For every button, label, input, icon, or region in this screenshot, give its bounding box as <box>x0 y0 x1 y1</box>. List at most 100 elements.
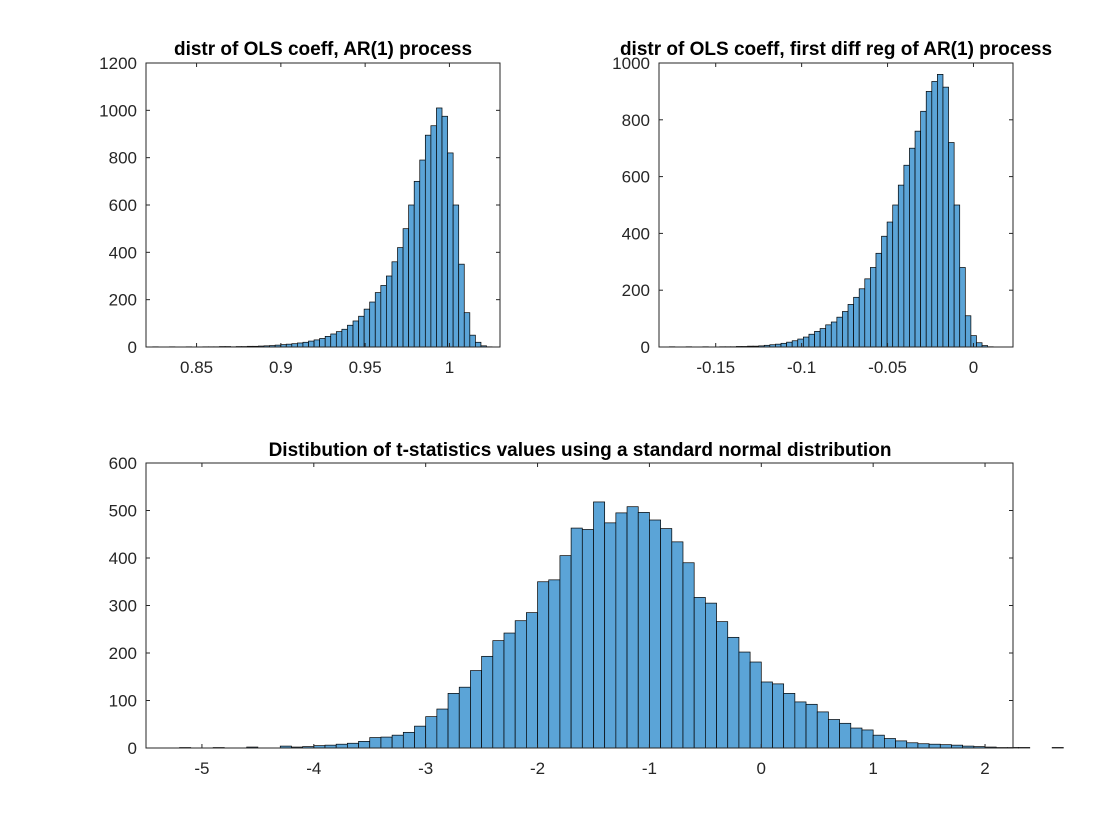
histogram-bar <box>626 506 639 749</box>
histogram-bar <box>352 320 359 348</box>
histogram-bar <box>297 342 304 348</box>
histogram-bar <box>909 147 916 348</box>
histogram-bar <box>872 734 885 749</box>
histogram-bar <box>319 338 326 348</box>
histogram-bar <box>313 339 320 348</box>
y-tick-label: 800 <box>109 149 137 168</box>
histogram-bar <box>816 711 829 749</box>
x-tick-label: -0.05 <box>868 358 907 377</box>
histogram-bar <box>914 130 921 348</box>
histogram-bar <box>436 708 449 749</box>
x-tick-label: 0 <box>969 358 978 377</box>
y-tick-label: 400 <box>109 243 137 262</box>
histogram-bar <box>660 528 673 749</box>
histogram-bar <box>302 341 309 348</box>
y-tick-label: 1000 <box>99 101 137 120</box>
histogram-bar <box>716 621 729 749</box>
histogram-bar <box>419 159 426 348</box>
histogram-bar <box>897 184 905 348</box>
y-tick-label: 400 <box>109 549 137 568</box>
histogram-bar <box>537 581 550 749</box>
x-tick-label: -0.1 <box>787 358 816 377</box>
x-tick-label: -4 <box>306 759 321 778</box>
histogram-bar <box>463 312 471 348</box>
histogram-bar <box>391 734 404 749</box>
histogram-bar <box>436 107 443 348</box>
histogram-bar <box>637 512 650 749</box>
histogram-bar <box>861 729 874 749</box>
histogram-bar <box>738 651 751 749</box>
histogram-bar <box>786 341 793 348</box>
histogram-bar <box>492 640 505 749</box>
histogram-bar <box>374 292 382 348</box>
histogram-bar <box>886 221 894 348</box>
y-tick-label: 800 <box>622 111 650 130</box>
histogram-bar <box>559 555 572 749</box>
y-tick-label: 600 <box>622 168 650 187</box>
histogram-bar <box>425 716 438 749</box>
histogram-bar <box>959 267 966 348</box>
histogram-bar <box>649 519 661 749</box>
histogram-bar <box>693 597 706 749</box>
histogram-bar <box>380 736 393 749</box>
histogram-bar <box>402 731 415 749</box>
histogram-bar <box>780 342 787 348</box>
histogram-bar <box>380 285 387 348</box>
histogram-bar <box>883 738 896 749</box>
histogram-bar <box>358 315 365 348</box>
x-tick-label: 1 <box>445 358 454 377</box>
histogram-bar <box>424 134 432 348</box>
histogram-bar <box>842 311 849 348</box>
histogram-bar <box>548 579 561 749</box>
histogram-bar <box>976 342 983 348</box>
histogram-bar <box>458 263 465 348</box>
y-tick-label: 200 <box>622 281 650 300</box>
x-tick-label: -2 <box>530 759 545 778</box>
histogram-bar <box>892 204 899 348</box>
histogram-bar <box>772 683 785 749</box>
histogram-bar <box>727 636 740 749</box>
histogram-bar <box>917 743 930 749</box>
histogram-bar <box>937 74 944 348</box>
histogram-bar <box>414 725 427 749</box>
histogram-bar <box>953 204 961 348</box>
y-tick-label: 400 <box>622 224 650 243</box>
histogram-bar <box>805 703 818 749</box>
axes-box <box>658 62 1014 348</box>
histogram-bar <box>408 204 415 348</box>
chart-ols-coeff-ar1: distr of OLS coeff, AR(1) process 0.85 0.… <box>99 39 501 377</box>
histogram-bar <box>828 719 840 749</box>
histogram-bar <box>369 737 382 749</box>
histogram-bar <box>514 620 527 749</box>
histogram-bar <box>850 727 863 749</box>
histogram-bar <box>615 512 628 749</box>
chart-title: distr of OLS coeff, first diff reg of AR… <box>620 39 1052 60</box>
histogram-bar <box>870 267 877 348</box>
histogram-bar <box>581 529 594 749</box>
histogram-bar <box>847 304 854 348</box>
histogram-bar <box>814 331 821 348</box>
histogram-bar <box>783 693 796 749</box>
y-tick-label: 600 <box>109 454 137 473</box>
histogram-bar <box>347 324 354 348</box>
histogram-bar <box>413 180 421 348</box>
histogram-bar <box>964 315 972 348</box>
histogram-bar <box>760 681 773 749</box>
y-tick-label: 500 <box>109 502 137 521</box>
histogram-bar <box>604 522 617 749</box>
y-tick-label: 0 <box>128 338 137 357</box>
chart-title: Distibution of t-statistics values using… <box>269 440 892 461</box>
x-tick-label: -0.15 <box>696 358 735 377</box>
y-tick-label: 100 <box>109 692 137 711</box>
histogram-bar <box>330 333 337 348</box>
histogram-bar <box>925 91 933 348</box>
y-tick-label: 0 <box>641 338 650 357</box>
histogram-bar <box>324 336 332 348</box>
histogram-bar <box>928 743 941 749</box>
histogram-bar <box>441 115 448 348</box>
histogram-bar <box>797 338 804 348</box>
histogram-bar <box>391 261 398 348</box>
histogram-bar <box>830 321 838 348</box>
histogram-bar <box>920 110 927 348</box>
histogram-bar <box>948 142 955 348</box>
